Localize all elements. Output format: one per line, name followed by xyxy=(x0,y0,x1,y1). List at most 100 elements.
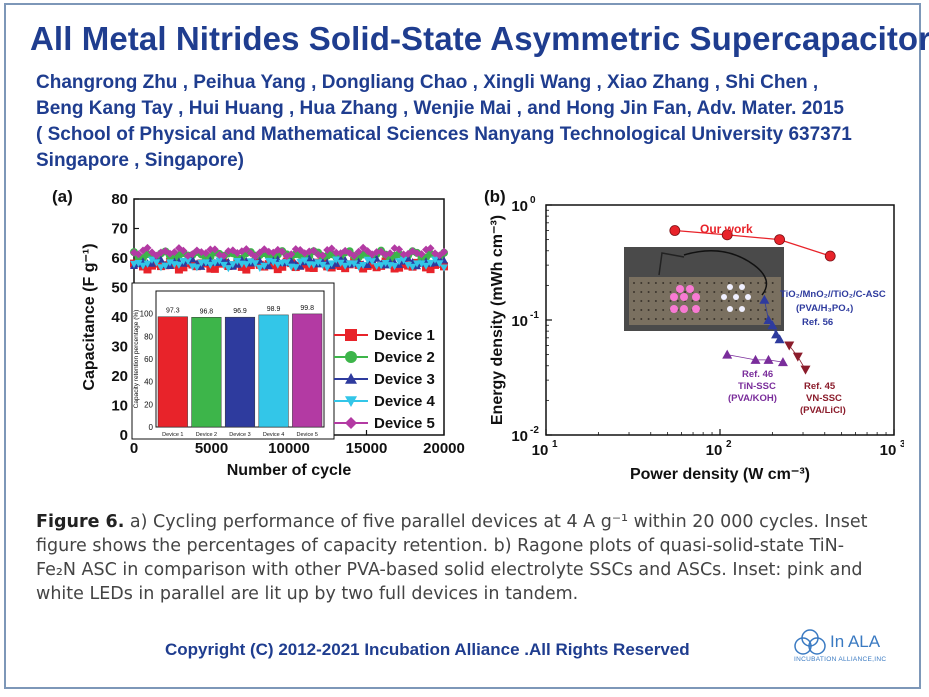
breadboard-hole xyxy=(742,318,745,320)
inset-x-tick-label: Device 3 xyxy=(229,432,250,438)
annotation-ref56: Ref. 56 xyxy=(802,317,833,328)
breadboard xyxy=(629,277,781,325)
annotation-tin-ssc: TiN-SSC xyxy=(738,381,776,392)
inset-y-tick-label: 40 xyxy=(144,378,153,387)
inset-bar-label: 96.9 xyxy=(233,308,247,315)
breadboard-hole xyxy=(654,291,657,293)
series-marker xyxy=(327,244,336,253)
breadboard-hole xyxy=(662,300,665,302)
series-marker xyxy=(763,315,774,324)
x-tick-exponent: 2 xyxy=(726,439,732,450)
breadboard-hole xyxy=(720,300,723,302)
series-marker xyxy=(273,265,282,274)
inset-y-tick-label: 60 xyxy=(144,355,153,364)
breadboard-hole xyxy=(676,318,679,320)
series-marker xyxy=(792,352,803,362)
series-marker xyxy=(138,262,147,270)
series-marker xyxy=(152,259,161,267)
pink-led xyxy=(676,285,684,293)
breadboard-hole xyxy=(640,300,643,302)
breadboard-hole xyxy=(698,291,701,293)
series-marker xyxy=(206,261,215,269)
series-marker xyxy=(134,260,143,268)
inset-y-axis-label: Capacity retention percentage (%) xyxy=(133,310,140,409)
logo-text: In ALA xyxy=(830,632,881,651)
series-marker xyxy=(722,349,733,359)
y-tick-label: 80 xyxy=(111,191,128,208)
series-marker xyxy=(332,256,341,264)
series-marker xyxy=(318,261,327,270)
breadboard-hole xyxy=(684,318,687,320)
caption-line: white LEDs in parallel are lit up by two… xyxy=(36,584,579,604)
logo-icon xyxy=(794,629,826,655)
pink-led xyxy=(680,305,688,313)
series-marker xyxy=(282,252,291,261)
y-tick-label: 0 xyxy=(120,427,128,444)
inset-bar xyxy=(157,316,188,428)
legend-label: Device 3 xyxy=(374,371,435,388)
inset-bar-label: 99.8 xyxy=(300,305,314,312)
legend-label: Device 4 xyxy=(374,393,436,410)
panel-b-label: (b) xyxy=(484,187,506,206)
chart-b-marks xyxy=(669,225,836,375)
inset-bar xyxy=(258,314,289,428)
chart-a-axes: 0 10 20 30 40 50 60 70 80 0 5000 10000 15000 20000 Num… xyxy=(81,191,465,479)
legend-marker xyxy=(345,329,357,341)
white-led xyxy=(733,294,739,300)
series-marker xyxy=(192,264,201,272)
white-led xyxy=(727,306,733,312)
breadboard-hole xyxy=(676,300,679,302)
x-tick-label: 15000 xyxy=(346,440,388,457)
breadboard-hole xyxy=(771,291,774,293)
series-marker xyxy=(134,250,143,259)
breadboard-hole xyxy=(662,291,665,293)
series-marker xyxy=(426,244,435,253)
legend-marker xyxy=(345,351,357,363)
breadboard-hole xyxy=(713,291,716,293)
inset-x-tick-label: Device 4 xyxy=(263,432,284,438)
annotation-tio2-electrolyte: (PVA/H₃PO₄) xyxy=(796,303,853,314)
pink-led xyxy=(692,293,700,301)
series-marker xyxy=(206,245,215,254)
series-marker xyxy=(332,248,341,257)
series-marker xyxy=(399,256,408,264)
breadboard-hole xyxy=(654,300,657,302)
breadboard-hole xyxy=(706,282,708,284)
x-tick-label: 0 xyxy=(130,440,138,457)
series-marker xyxy=(152,251,161,260)
series-marker xyxy=(750,354,761,364)
series-line xyxy=(727,354,784,363)
breadboard-hole xyxy=(764,309,767,311)
breadboard-hole xyxy=(749,300,752,302)
breadboard-hole xyxy=(676,282,679,284)
breadboard-hole xyxy=(706,300,708,302)
y-tick-label: 50 xyxy=(111,280,128,297)
y-tick-label: 10 xyxy=(511,313,528,330)
inset-y-tick-label: 80 xyxy=(144,332,153,341)
series-marker xyxy=(395,245,404,254)
y-tick-label: 60 xyxy=(111,250,128,267)
annotation-tio2: TiO₂/MnO₂//TiO₂/C-ASC xyxy=(780,289,886,300)
breadboard-hole xyxy=(735,291,738,293)
x-axis-label: Power density (W cm⁻³) xyxy=(630,466,810,483)
breadboard-hole xyxy=(640,282,643,284)
breadboard-hole xyxy=(720,318,723,320)
authors-block: Changrong Zhu , Peihua Yang , Dongliang … xyxy=(36,70,852,174)
x-tick-label: 10 xyxy=(532,442,549,459)
legend-label: Device 5 xyxy=(374,415,435,432)
series-marker xyxy=(201,259,210,267)
series-marker xyxy=(440,264,448,272)
breadboard-hole xyxy=(669,300,672,302)
breadboard-hole xyxy=(662,309,665,311)
breadboard-hole xyxy=(640,318,643,320)
white-led xyxy=(739,306,745,312)
breadboard-hole xyxy=(640,309,643,311)
pink-led xyxy=(680,293,688,301)
breadboard-hole xyxy=(713,318,716,320)
series-marker xyxy=(395,258,404,266)
x-tick-label: 20000 xyxy=(423,440,465,457)
legend-marker xyxy=(345,373,357,384)
series-marker xyxy=(800,365,811,375)
series-marker xyxy=(767,320,778,330)
